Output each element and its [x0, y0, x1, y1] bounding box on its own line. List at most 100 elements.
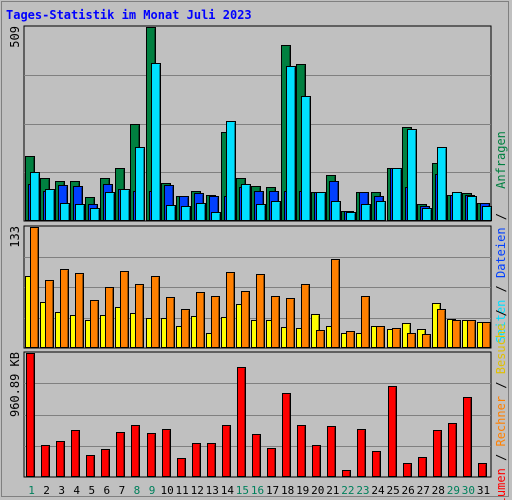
bar-seiten: [407, 129, 417, 221]
bar-seiten: [90, 208, 100, 221]
x-tick-label: 26: [402, 484, 415, 497]
bar-rechner: [211, 296, 220, 348]
bar-seiten: [316, 192, 326, 221]
legend-separator: /: [494, 309, 508, 316]
right-legend-middle: Seiten / Dateien /: [494, 213, 508, 343]
bar-volumen: [41, 445, 50, 477]
bar-rechner: [90, 300, 99, 348]
bar-volumen: [372, 451, 381, 477]
bar-volumen: [282, 393, 291, 477]
x-tick-label: 20: [311, 484, 324, 497]
bar-volumen: [388, 386, 397, 477]
x-tick-label: 22: [341, 484, 354, 497]
bar-rechner: [437, 309, 446, 348]
legend-separator: /: [494, 374, 508, 388]
bar-rechner: [452, 320, 461, 348]
bar-rechner: [151, 276, 160, 348]
bar-rechner: [120, 271, 129, 348]
bar-rechner: [407, 333, 416, 348]
bar-volumen: [297, 425, 306, 477]
bar-seiten: [120, 189, 130, 221]
bar-volumen: [162, 429, 171, 477]
bar-seiten: [452, 192, 462, 221]
bar-seiten: [346, 212, 356, 221]
x-tick-label: 14: [221, 484, 235, 497]
bar-rechner: [301, 284, 310, 348]
bar-seiten: [256, 204, 266, 221]
bar-seiten: [166, 205, 176, 221]
bar-volumen: [237, 367, 246, 477]
bar-volumen: [207, 443, 216, 477]
x-tick-label: 11: [176, 484, 189, 497]
x-tick-label: 30: [462, 484, 475, 497]
legend-volumen: Volumen: [494, 468, 508, 500]
x-tick-label: 9: [149, 484, 156, 497]
bar-rechner: [316, 330, 325, 348]
legend-anfragen: Anfragen: [494, 131, 508, 189]
bar-volumen: [418, 457, 427, 477]
x-tick-label: 25: [386, 484, 399, 497]
legend-dateien: Dateien: [494, 227, 508, 278]
right-legend-top: Anfragen: [494, 131, 508, 189]
bar-rechner: [346, 331, 355, 348]
y-axis-label-middle: 133: [8, 226, 22, 248]
bar-seiten: [467, 196, 477, 221]
bar-seiten: [437, 147, 447, 221]
legend-besuche: Besuche: [494, 324, 508, 375]
x-tick-label: 16: [251, 484, 264, 497]
legend-rechner: Rechner: [494, 396, 508, 447]
bar-volumen: [147, 433, 156, 477]
bar-volumen: [403, 463, 412, 477]
x-tick-label: 27: [417, 484, 430, 497]
bar-rechner: [467, 320, 476, 348]
bar-rechner: [30, 227, 39, 348]
bar-rechner: [45, 280, 54, 348]
x-tick-label: 13: [206, 484, 219, 497]
bar-rechner: [482, 322, 491, 348]
x-tick-label: 31: [477, 484, 490, 497]
bar-rechner: [361, 296, 370, 348]
bar-volumen: [192, 443, 201, 477]
right-legend-bottom: Volumen / Rechner / Besuche /: [494, 309, 508, 500]
bar-volumen: [26, 353, 35, 477]
legend-separator: /: [494, 278, 508, 292]
bar-volumen: [433, 430, 442, 477]
bar-rechner: [226, 272, 235, 348]
x-tick-label: 21: [326, 484, 339, 497]
bar-rechner: [331, 259, 340, 348]
bar-rechner: [241, 291, 250, 348]
bar-volumen: [478, 463, 487, 477]
bar-rechner: [166, 297, 175, 348]
chart-title: Tages-Statistik im Monat Juli 2023: [6, 8, 252, 22]
bar-seiten: [226, 121, 236, 221]
bar-volumen: [101, 449, 110, 477]
x-tick-label: 29: [447, 484, 460, 497]
bar-volumen: [327, 426, 336, 477]
y-axis-label-bottom: 960.89 KB: [8, 352, 22, 417]
bar-seiten: [151, 63, 161, 221]
bar-seiten: [30, 172, 40, 221]
x-tick-label: 3: [58, 484, 65, 497]
bar-seiten: [45, 189, 55, 221]
bar-rechner: [256, 274, 265, 348]
bar-volumen: [131, 425, 140, 477]
bar-seiten: [286, 66, 296, 221]
legend-seiten: Seiten: [494, 300, 508, 343]
bar-rechner: [392, 328, 401, 348]
x-tick-label: 1: [28, 484, 35, 497]
y-axis-label-top: 509: [8, 26, 22, 48]
bar-seiten: [422, 208, 432, 221]
bar-seiten: [181, 206, 191, 221]
bar-volumen: [177, 458, 186, 477]
bar-volumen: [71, 430, 80, 477]
bar-seiten: [271, 201, 281, 221]
bar-seiten: [105, 192, 115, 221]
bar-seiten: [301, 96, 311, 221]
bar-volumen: [312, 445, 321, 477]
bar-volumen: [463, 397, 472, 477]
bar-volumen: [267, 448, 276, 477]
bar-volumen: [222, 425, 231, 477]
x-tick-label: 10: [160, 484, 173, 497]
legend-separator: /: [494, 213, 508, 220]
